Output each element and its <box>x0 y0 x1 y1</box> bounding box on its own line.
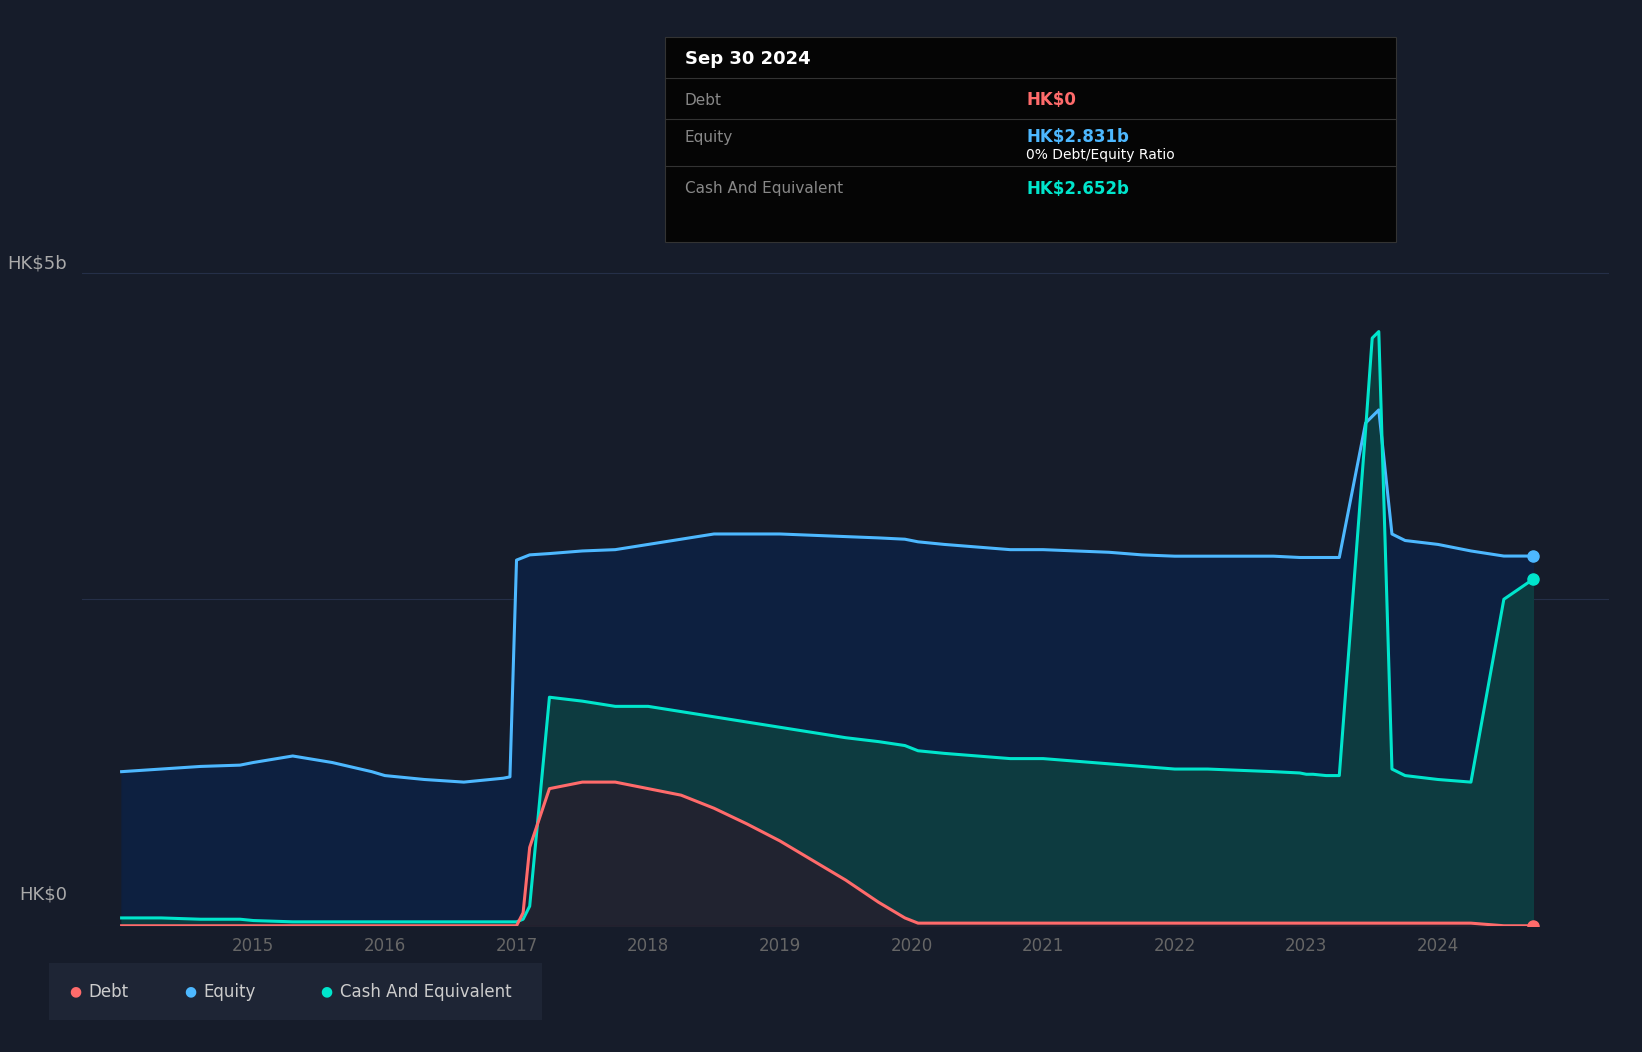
Text: ●: ● <box>184 985 195 998</box>
Text: Debt: Debt <box>89 983 128 1000</box>
Text: ●: ● <box>320 985 332 998</box>
Text: HK$2.831b: HK$2.831b <box>1026 128 1130 146</box>
Text: HK$2.652b: HK$2.652b <box>1026 180 1130 198</box>
Text: Cash And Equivalent: Cash And Equivalent <box>340 983 512 1000</box>
Text: Equity: Equity <box>204 983 256 1000</box>
Text: HK$0: HK$0 <box>1026 92 1076 109</box>
Text: 0% Debt/Equity Ratio: 0% Debt/Equity Ratio <box>1026 148 1176 162</box>
Text: HK$0: HK$0 <box>18 885 67 903</box>
Text: Debt: Debt <box>685 93 722 108</box>
Text: Cash And Equivalent: Cash And Equivalent <box>685 181 842 196</box>
Text: Equity: Equity <box>685 129 732 145</box>
Text: Sep 30 2024: Sep 30 2024 <box>685 50 811 68</box>
Text: ●: ● <box>69 985 80 998</box>
Text: HK$5b: HK$5b <box>7 255 67 272</box>
